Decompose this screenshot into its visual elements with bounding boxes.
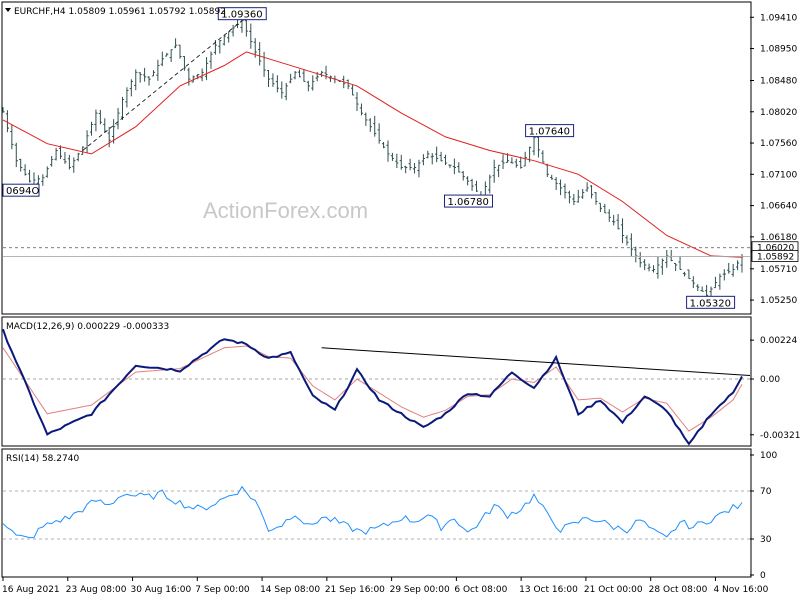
moving-average-line <box>2 51 743 258</box>
rsi-panel-frame <box>1 448 752 578</box>
x-tick-label: 28 Oct 08:00 <box>649 585 708 595</box>
price-tick-label: 1.07560 <box>760 139 797 149</box>
price-tick-label: 1.08480 <box>760 77 797 87</box>
high-annotation-1-box <box>217 7 267 21</box>
x-tick-label: 21 Sep 16:00 <box>325 585 385 595</box>
low-annotation-1-box <box>443 194 493 208</box>
macd-line <box>2 328 743 446</box>
rsi-tick-label: 30 <box>760 535 772 545</box>
x-tick-label: 29 Sep 00:00 <box>390 585 450 595</box>
x-tick-label: 23 Aug 08:00 <box>66 585 127 595</box>
price-tag-label: 1.06020 <box>757 244 794 254</box>
x-tick-label: 6 Oct 08:00 <box>454 585 507 595</box>
macd-trendline <box>321 347 751 377</box>
low-annotation-2: 1.05320 <box>690 298 731 309</box>
rsi-tick-label: 0 <box>760 571 766 581</box>
price-title: EURCHF,H4 1.05809 1.05961 1.05792 1.0589… <box>14 7 226 17</box>
x-tick-label: 7 Sep 00:00 <box>195 585 250 595</box>
price-trendline <box>82 20 243 151</box>
price-tick-label: 1.05250 <box>760 296 797 306</box>
macd-layer <box>2 328 751 446</box>
high-annotation-1: 1.09360 <box>221 10 262 21</box>
x-tick-label: 21 Oct 00:00 <box>584 585 643 595</box>
low-annotation-left-box <box>2 183 40 197</box>
price-tag-label: 1.05892 <box>757 252 794 262</box>
high-annotation-2-box <box>525 124 575 138</box>
macd-signal-line <box>2 345 743 432</box>
price-tick-label: 1.09410 <box>760 13 797 23</box>
macd-tick-label: 0.00 <box>760 375 780 385</box>
price-tick-label: 1.08950 <box>760 45 797 55</box>
macd-title: MACD(12,26,9) 0.000229 -0.000333 <box>6 322 169 332</box>
x-tick-label: 30 Aug 16:00 <box>131 585 192 595</box>
x-tick-label: 16 Aug 2021 <box>2 585 60 595</box>
price-tick-label: 1.08020 <box>760 108 797 118</box>
price-layer: 1.09360 1.07640 1.06780 1.05320 0694O <box>1 7 750 309</box>
price-tick-label: 1.06640 <box>760 202 797 212</box>
low-annotation-1: 1.06780 <box>447 197 488 208</box>
x-tick-label: 4 Nov 16:00 <box>713 585 768 595</box>
price-tick-label: 1.05710 <box>760 265 797 275</box>
axis-layer: 1.09410 1.08950 1.08480 1.08020 1.07560 1.071… <box>2 13 800 595</box>
x-tick-label: 13 Oct 16:00 <box>519 585 578 595</box>
price-panel-frame <box>1 1 752 315</box>
rsi-title: RSI(14) 58.2740 <box>6 454 79 464</box>
price-tick-label: 1.06180 <box>760 233 797 243</box>
x-tick-label: 14 Sep 08:00 <box>260 585 320 595</box>
macd-panel-frame <box>1 316 752 447</box>
low-annotation-left: 0694O <box>6 186 39 197</box>
low-annotation-2-box <box>686 295 736 309</box>
high-annotation-2: 1.07640 <box>529 127 570 138</box>
collapse-triangle-icon[interactable] <box>5 8 11 12</box>
rsi-tick-label: 100 <box>760 451 777 461</box>
price-tag-box <box>751 250 799 262</box>
watermark: ActionForex.com <box>203 198 368 223</box>
price-tick-label: 1.07100 <box>760 170 797 180</box>
rsi-layer <box>2 485 750 540</box>
rsi-line <box>2 485 743 539</box>
rsi-tick-label: 70 <box>760 487 772 497</box>
macd-tick-label: 0.00224 <box>760 336 797 346</box>
